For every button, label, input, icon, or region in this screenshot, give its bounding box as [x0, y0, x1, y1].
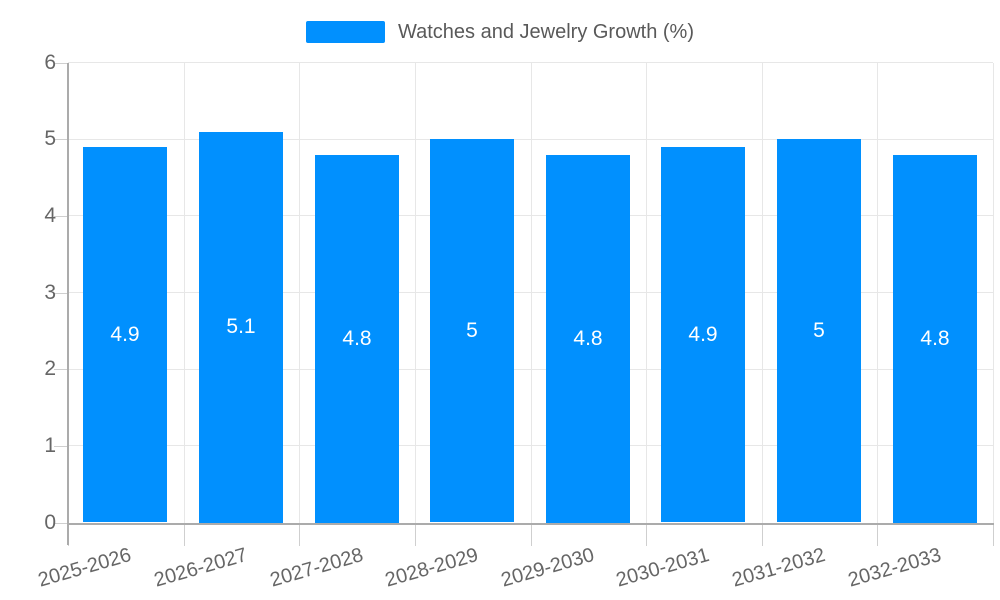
bar-value-label: 4.8	[920, 327, 950, 350]
bar[interactable]	[83, 147, 167, 522]
y-gridline	[68, 445, 993, 446]
y-axis-line	[67, 63, 69, 545]
legend-label: Watches and Jewelry Growth (%)	[397, 21, 694, 43]
x-axis-label: 2030-2031	[614, 544, 713, 592]
x-axis-tick	[299, 525, 300, 546]
legend-item[interactable]: Watches and Jewelry Growth (%)	[0, 20, 1000, 44]
bar-value-label: 4.8	[573, 327, 603, 350]
y-axis-label: 4	[44, 204, 56, 227]
y-axis-label: 3	[44, 281, 56, 304]
x-gridline	[877, 63, 878, 523]
bar[interactable]	[661, 147, 745, 522]
x-axis-tick	[415, 525, 416, 546]
y-axis-tick	[54, 63, 68, 64]
x-axis-tick	[993, 525, 994, 546]
x-axis-tick	[877, 525, 878, 546]
y-axis-label: 0	[44, 511, 56, 534]
bar[interactable]	[315, 155, 399, 523]
y-axis-tick	[54, 139, 68, 140]
bar[interactable]	[430, 139, 514, 522]
x-axis-tick	[531, 525, 532, 546]
y-axis-tick	[54, 293, 68, 294]
bar-value-label: 4.9	[688, 323, 718, 346]
x-axis-tick	[762, 525, 763, 546]
y-axis-label: 6	[44, 51, 56, 74]
y-axis-label: 5	[44, 127, 56, 150]
bar-value-label: 4.8	[342, 327, 372, 350]
x-axis-label: 2027-2028	[268, 544, 367, 592]
x-axis-label: 2026-2027	[152, 544, 251, 592]
x-axis-label: 2028-2029	[383, 544, 482, 592]
x-axis-label: 2025-2026	[36, 544, 135, 592]
x-gridline	[531, 63, 532, 523]
y-gridline	[68, 139, 993, 140]
y-axis-tick	[54, 216, 68, 217]
y-gridline	[68, 292, 993, 293]
x-axis-label: 2029-2030	[499, 544, 598, 592]
bar[interactable]	[199, 132, 283, 523]
y-axis-label: 1	[44, 434, 56, 457]
bar[interactable]	[893, 155, 977, 523]
y-axis-tick	[54, 369, 68, 370]
bar[interactable]	[777, 139, 861, 522]
bar-value-label: 4.9	[110, 323, 140, 346]
y-gridline	[68, 369, 993, 370]
legend-swatch-icon	[305, 21, 385, 43]
x-axis-tick	[646, 525, 647, 546]
x-gridline	[299, 63, 300, 523]
bar-value-label: 5	[466, 319, 478, 342]
y-axis-tick	[54, 446, 68, 447]
x-axis-label: 2031-2032	[730, 544, 829, 592]
x-gridline	[646, 63, 647, 523]
bar[interactable]	[546, 155, 630, 523]
x-axis-line	[67, 523, 994, 525]
x-gridline	[415, 63, 416, 523]
bar-value-label: 5.1	[226, 315, 256, 338]
x-axis-tick	[184, 525, 185, 546]
x-gridline	[993, 63, 994, 523]
y-gridline	[68, 215, 993, 216]
bar-value-label: 5	[813, 319, 825, 342]
y-axis-tick	[54, 523, 68, 524]
y-axis-label: 2	[44, 357, 56, 380]
x-axis-label: 2032-2033	[846, 544, 945, 592]
y-gridline	[68, 62, 993, 63]
x-gridline	[762, 63, 763, 523]
x-gridline	[184, 63, 185, 523]
